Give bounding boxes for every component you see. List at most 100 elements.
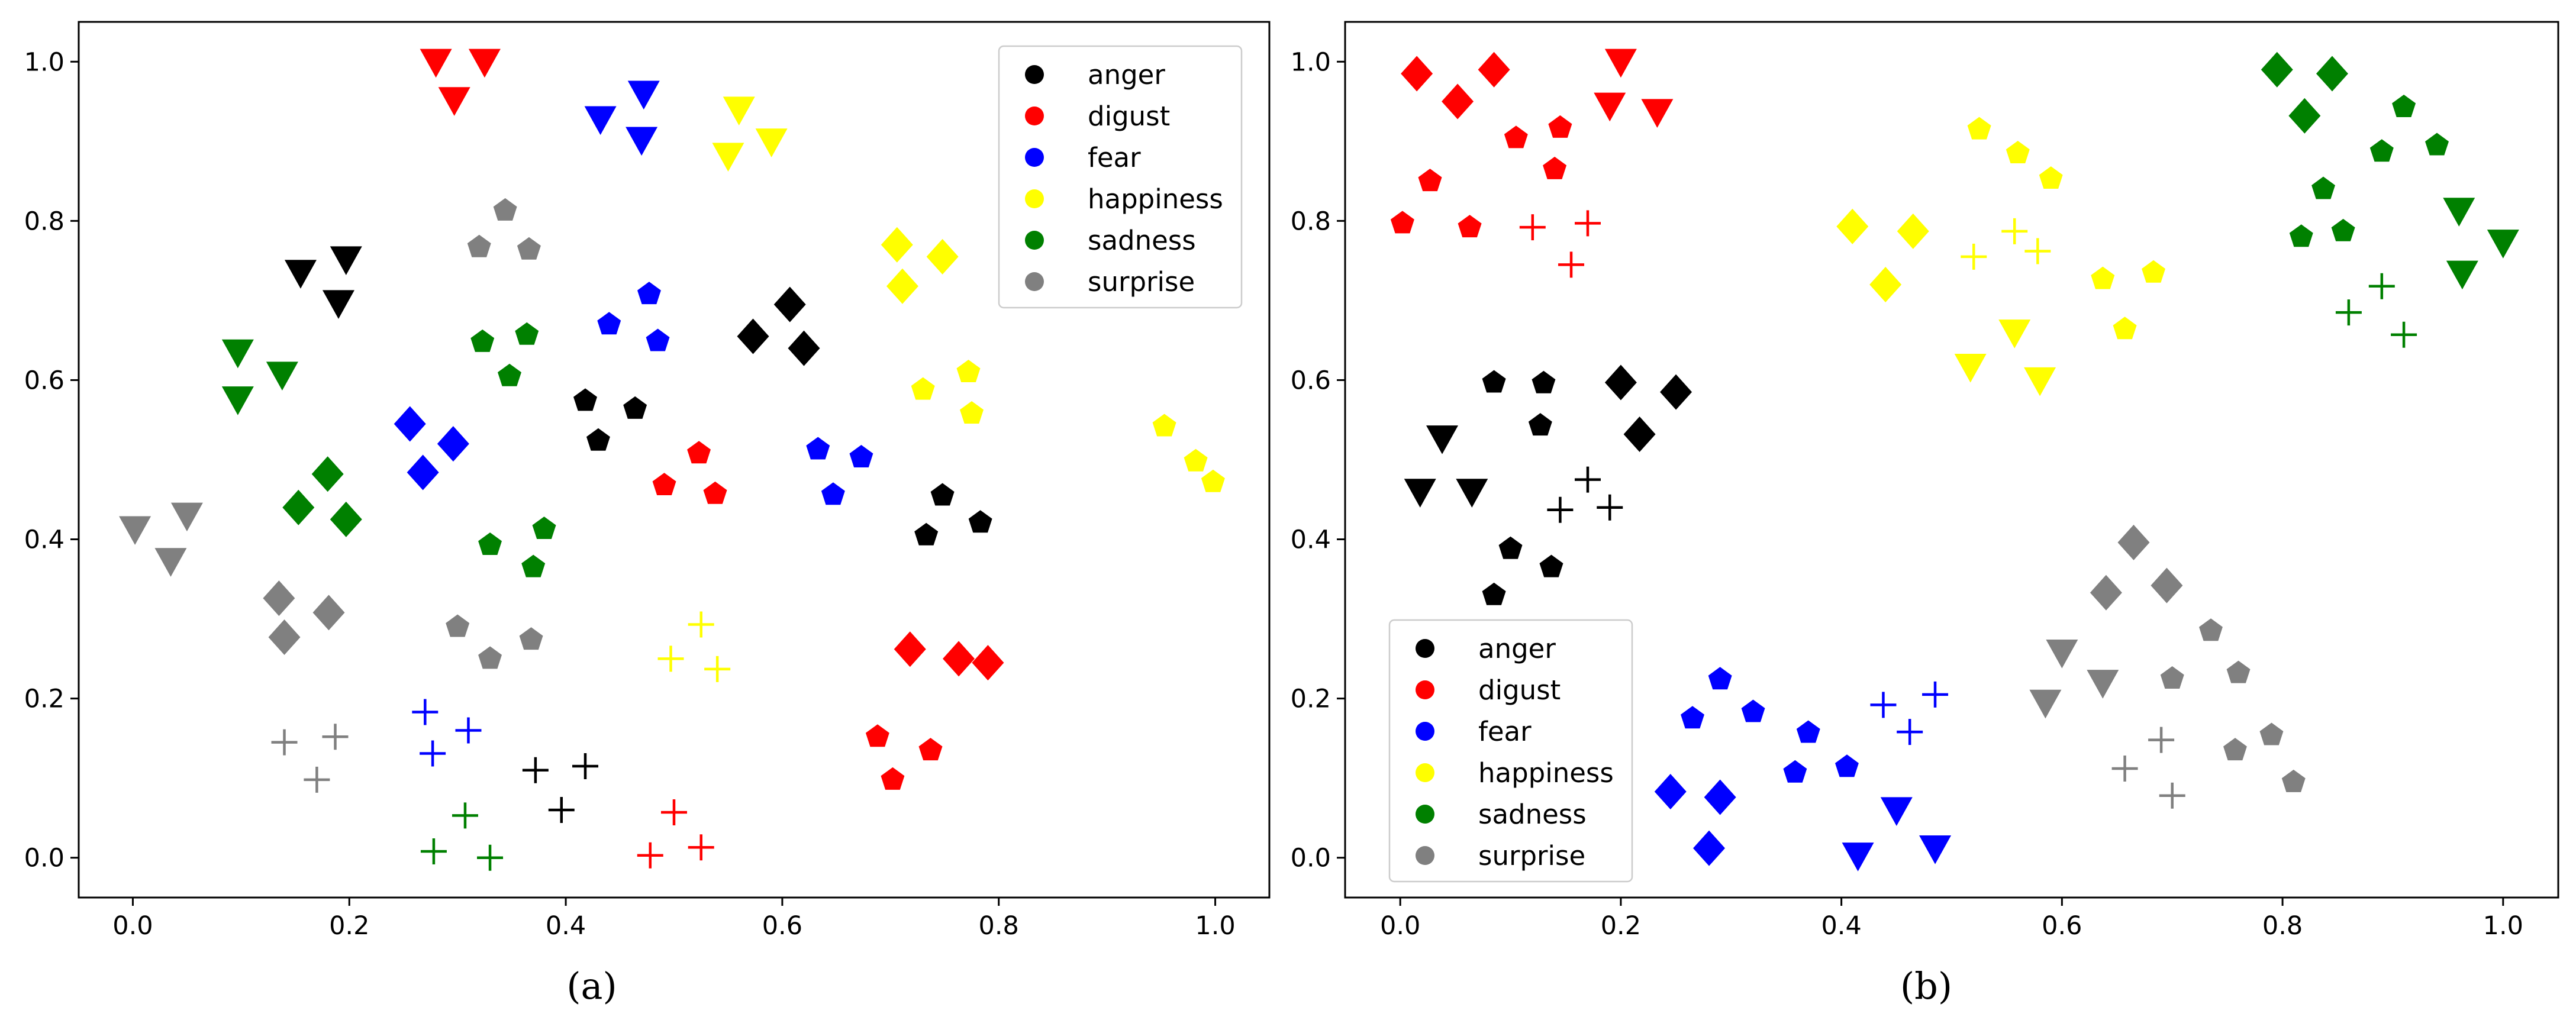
legend-marker-sadness [1025,231,1044,250]
data-point-happiness [723,96,755,125]
data-point-surprise [119,516,151,545]
x-tick-label: 1.0 [2483,911,2523,941]
data-point-anger [1623,416,1656,452]
data-point-digust [1594,92,1626,122]
data-point-fear [626,127,658,156]
data-point-digust [943,641,975,677]
data-point-surprise [493,198,517,221]
data-point-fear [1922,681,1949,708]
legend-marker-fear [1025,148,1044,167]
x-tick-label: 0.2 [1601,911,1641,941]
legend-label-happiness: happiness [1088,183,1223,215]
data-point-surprise [304,766,330,793]
data-point-anger [1575,466,1601,493]
data-point-sadness [221,386,254,415]
data-point-anger [1456,479,1488,508]
data-point-digust [972,645,1004,681]
data-point-surprise [2111,756,2138,782]
data-point-digust [1478,51,1510,88]
data-point-sadness [2331,218,2355,241]
data-point-sadness [266,361,298,391]
data-point-digust [468,49,501,78]
data-point-happiness [1961,243,1987,270]
data-point-fear [637,282,661,305]
data-point-anger [1404,479,1436,508]
y-tick-label: 0.2 [1291,685,1331,714]
data-point-surprise [2223,738,2247,761]
data-point-fear [1870,692,1897,718]
data-point-happiness [1836,208,1869,244]
data-point-happiness [1967,117,1991,140]
data-point-digust [652,473,676,495]
data-point-digust [894,631,926,667]
legend-label-digust: digust [1088,101,1170,132]
data-point-surprise [2117,524,2150,560]
scatter-panel-a: 0.0 0.2 0.4 0.6 0.8 1.0 0.0 0.2 0.4 0.6 0.8 1.0 ange… [24,21,1271,1008]
data-point-anger [1597,494,1623,521]
data-point-anger [1482,582,1506,605]
data-point-surprise [2160,666,2184,689]
data-point-digust [1558,251,1585,278]
data-point-surprise [446,614,470,637]
data-point-surprise [312,595,345,631]
data-point-sadness [478,532,502,555]
data-point-surprise [519,627,543,650]
data-point-happiness [1897,213,1929,249]
data-point-sadness [2391,321,2417,348]
data-point-surprise [478,646,502,669]
data-point-fear [597,312,621,335]
data-point-fear [1681,706,1704,729]
data-point-anger [573,388,597,411]
data-point-anger [914,522,939,545]
data-point-anger [586,428,610,451]
data-point-fear [394,406,426,442]
data-point-surprise [2046,640,2078,669]
data-point-anger [330,246,362,275]
data-point-surprise [517,237,541,260]
data-point-digust [1401,56,1433,92]
data-point-sadness [420,838,447,864]
series-fear [1654,667,1952,871]
data-point-happiness [1869,267,1902,302]
data-point-fear [1741,699,1765,722]
data-point-surprise [263,580,295,616]
data-point-happiness [688,611,714,638]
data-point-surprise [2029,689,2062,719]
data-point-sadness [2261,51,2293,88]
data-point-sadness [532,517,556,539]
legend-marker-digust [1416,680,1434,699]
data-point-anger [1532,370,1556,393]
data-point-anger [1539,554,1563,577]
data-point-happiness [1184,448,1208,472]
data-point-anger [737,318,769,354]
data-point-happiness [2091,266,2115,289]
data-point-sadness [2392,95,2416,117]
data-point-surprise [322,724,349,750]
data-point-sadness [2425,133,2449,156]
data-point-digust [1543,156,1567,179]
data-point-surprise [2281,769,2306,792]
data-point-sadness [2443,198,2475,227]
data-point-anger [322,290,354,319]
legend-marker-digust [1025,106,1044,125]
data-point-sadness [2368,273,2395,299]
data-point-fear [1835,754,1859,777]
x-tick-label: 0.4 [1821,911,1861,941]
data-point-surprise [268,619,301,656]
data-point-digust [1442,83,1474,120]
data-point-happiness [2039,166,2063,189]
legend-label-anger: anger [1478,633,1556,664]
data-point-fear [1919,835,1952,864]
data-point-fear [455,717,482,744]
data-point-sadness [498,363,521,386]
data-point-anger [548,797,575,823]
data-point-happiness [1998,319,2031,348]
data-point-fear [1783,760,1807,783]
data-point-digust [865,724,889,747]
legend-marker-surprise [1416,846,1434,865]
data-point-happiness [1152,414,1176,437]
data-point-fear [412,699,439,725]
data-point-digust [1641,99,1674,128]
y-tick-label: 0.0 [24,844,65,873]
